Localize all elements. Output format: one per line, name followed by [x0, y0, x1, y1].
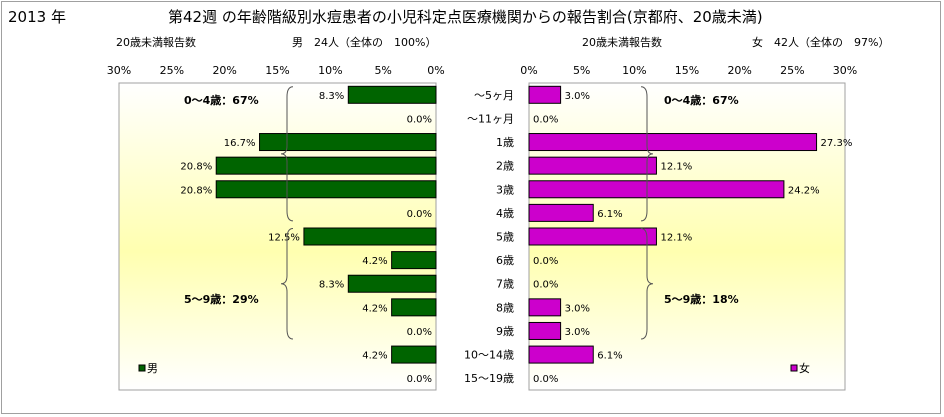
- age-group-annotation: 5〜9歳：29%: [184, 292, 259, 306]
- age-group-bracket: [640, 228, 654, 340]
- category-label: 3歳: [496, 183, 514, 196]
- category-label: 8歳: [496, 301, 514, 314]
- bar: [528, 156, 657, 175]
- data-label: 3.0%: [565, 327, 590, 338]
- age-category-labels: 〜5ヶ月〜11ヶ月 1歳 2歳 3歳 4歳 5歳 6歳 7歳 8歳 9歳 10〜14歳 15〜19歳: [464, 89, 514, 385]
- bar: [391, 251, 437, 270]
- bar: [259, 133, 437, 152]
- x-tick-label: 5%: [573, 64, 590, 77]
- x-tick-label: 15%: [265, 64, 289, 77]
- bar: [528, 133, 818, 152]
- bar: [528, 298, 562, 317]
- data-label: 0.0%: [407, 327, 432, 338]
- data-label: 0.0%: [407, 209, 432, 220]
- data-label: 20.8%: [180, 162, 212, 173]
- x-tick-label: 30%: [107, 64, 131, 77]
- data-label: 12.1%: [660, 162, 692, 173]
- year-label: 2013 年: [8, 8, 66, 26]
- data-label: 0.0%: [407, 114, 432, 125]
- bar: [528, 85, 562, 104]
- x-tick-label: 20%: [212, 64, 236, 77]
- data-label: 8.3%: [319, 91, 344, 102]
- data-label: 20.8%: [180, 185, 212, 196]
- female-chart: 0% 5% 10% 15% 20% 25% 30% 3.0% 0.0% 27.3% 12.1% 24.…: [520, 64, 857, 391]
- category-label: 9歳: [496, 325, 514, 338]
- x-tick-label: 25%: [160, 64, 184, 77]
- x-tick-label: 20%: [727, 64, 751, 77]
- category-label: 〜11ヶ月: [467, 112, 514, 125]
- male-report-count-label: 20歳未満報告数: [116, 36, 196, 49]
- bar: [303, 227, 437, 246]
- data-label: 6.1%: [597, 209, 622, 220]
- legend-swatch: [138, 364, 146, 372]
- data-label: 8.3%: [319, 280, 344, 291]
- x-tick-label: 5%: [374, 64, 391, 77]
- category-label: 7歳: [496, 278, 514, 291]
- x-tick-label: 25%: [780, 64, 804, 77]
- category-label: 2歳: [496, 160, 514, 173]
- category-label: 5歳: [496, 231, 514, 244]
- data-label: 16.7%: [224, 138, 256, 149]
- age-group-annotation: 0〜4歳：67%: [664, 93, 739, 107]
- data-label: 24.2%: [788, 185, 820, 196]
- x-tick-label: 10%: [318, 64, 342, 77]
- bar: [528, 345, 594, 364]
- x-tick-label: 0%: [520, 64, 537, 77]
- data-label: 3.0%: [565, 303, 590, 314]
- bar: [391, 345, 437, 364]
- age-group-annotation: 5〜9歳：18%: [664, 292, 739, 306]
- data-label: 4.2%: [362, 256, 387, 267]
- data-label: 0.0%: [407, 374, 432, 385]
- data-label: 4.2%: [362, 303, 387, 314]
- data-label: 0.0%: [533, 374, 558, 385]
- x-tick-label: 0%: [427, 64, 444, 77]
- bar: [528, 321, 562, 340]
- category-label: 1歳: [496, 136, 514, 149]
- x-tick-label: 30%: [833, 64, 857, 77]
- female-report-count-label: 20歳未満報告数: [582, 36, 662, 49]
- bar: [528, 203, 594, 222]
- data-label: 0.0%: [533, 280, 558, 291]
- data-label: 6.1%: [597, 351, 622, 362]
- age-group-bracket: [280, 86, 294, 222]
- category-label: 6歳: [496, 254, 514, 267]
- bar: [528, 180, 785, 199]
- age-group-annotation: 0〜4歳：67%: [184, 93, 259, 107]
- x-tick-label: 15%: [675, 64, 699, 77]
- category-label: 〜5ヶ月: [474, 89, 514, 102]
- data-label: 0.0%: [533, 114, 558, 125]
- bar: [347, 85, 437, 104]
- chart-title: 第42週 の年齢階級別水痘患者の小児科定点医療機関からの報告割合(京都府、20歳…: [168, 8, 763, 26]
- bar: [528, 227, 657, 246]
- category-label: 15〜19歳: [464, 372, 514, 385]
- legend-label: 女: [799, 361, 810, 375]
- data-label: 3.0%: [565, 91, 590, 102]
- bar: [347, 274, 437, 293]
- category-label: 4歳: [496, 207, 514, 220]
- data-label: 12.1%: [660, 233, 692, 244]
- x-tick-label: 10%: [622, 64, 646, 77]
- data-label: 0.0%: [533, 256, 558, 267]
- age-group-bracket: [280, 228, 294, 340]
- female-total-label: 女 42人（全体の 97%）: [752, 36, 890, 49]
- category-label: 10〜14歳: [464, 349, 514, 362]
- bar: [215, 180, 437, 199]
- bar: [391, 298, 437, 317]
- male-total-label: 男 24人（全体の 100%）: [292, 36, 437, 49]
- data-label: 4.2%: [362, 351, 387, 362]
- data-label: 12.5%: [268, 233, 300, 244]
- bar: [215, 156, 437, 175]
- male-chart: 30% 25% 20% 15% 10% 5% 0% 8.3% 0.0% 16.7% 20.8% 20.…: [107, 64, 445, 391]
- data-label: 27.3%: [821, 138, 853, 149]
- legend-label: 男: [147, 362, 158, 375]
- legend-swatch: [790, 364, 798, 372]
- age-group-bracket: [640, 86, 654, 222]
